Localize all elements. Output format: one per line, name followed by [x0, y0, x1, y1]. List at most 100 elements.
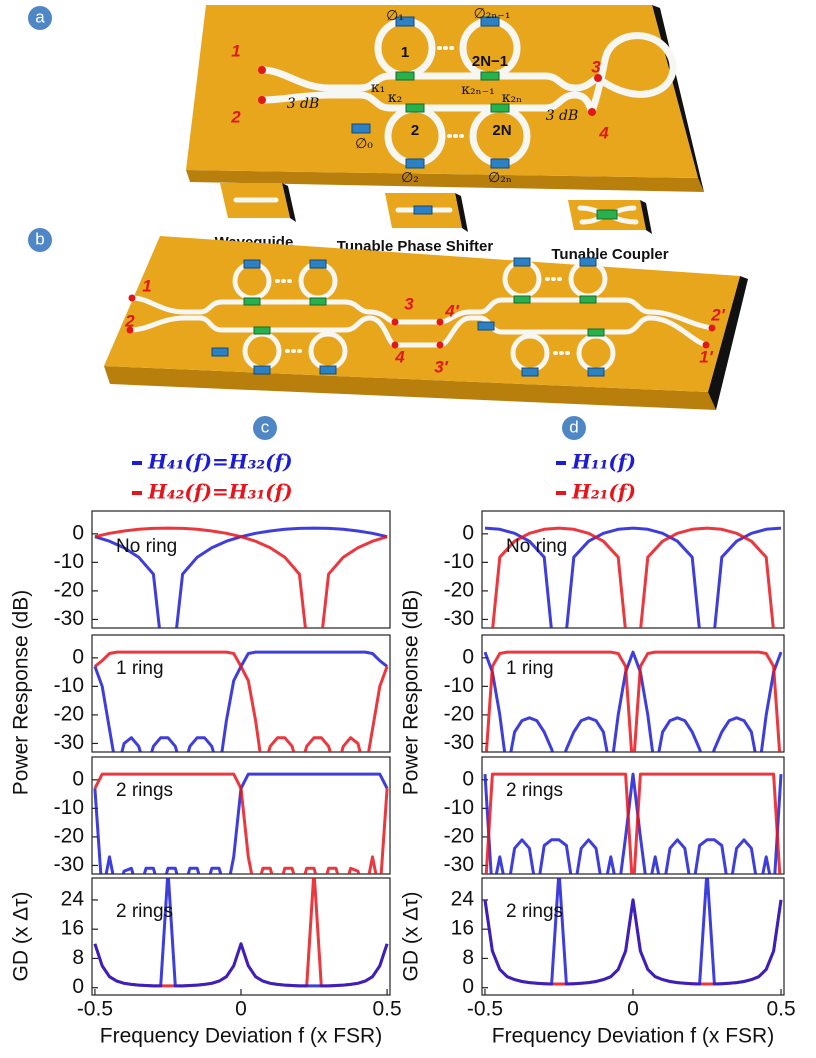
port: [258, 96, 266, 104]
y-tick-label: 16: [61, 917, 84, 940]
phase-shifter: [352, 124, 370, 133]
coupler: [254, 327, 270, 334]
ring-label: 2N: [492, 122, 511, 139]
y-tick-label: -10: [54, 674, 84, 697]
port-label: 4: [394, 347, 405, 366]
port-label: 2: [124, 311, 135, 330]
y-axis-label: Power Response (dB): [400, 590, 423, 795]
y-tick-label: 0: [462, 767, 474, 790]
port-label: 3: [591, 57, 601, 76]
panel-label: d: [569, 417, 578, 436]
phase-shifter: [580, 258, 596, 266]
y-tick-label: 0: [462, 975, 474, 998]
kappa-label: κ₁: [371, 80, 385, 96]
coupler: [597, 210, 617, 219]
y-tick-label: 8: [462, 946, 474, 969]
phase-label: ∅₀: [355, 136, 373, 152]
legend-label: H₂₁(f): [571, 480, 636, 504]
y-tick-label: -10: [444, 674, 474, 697]
ring-label: 2: [411, 122, 419, 139]
ring-label: 1: [401, 44, 409, 61]
panel-label: a: [35, 7, 45, 26]
y-tick-label: 0: [72, 975, 84, 998]
port: [258, 66, 266, 74]
y-tick-label: -10: [444, 550, 474, 573]
phase-shifter: [414, 206, 432, 214]
y-tick-label: -30: [54, 731, 84, 754]
y-tick-label: -20: [444, 578, 474, 601]
x-axis-label: Frequency Deviation f (x FSR): [492, 1025, 774, 1048]
port: [392, 319, 399, 326]
body: {"panel_labels": ["a", "b", "c", "d"], "…: [0, 0, 816, 1053]
phase-shifter: [212, 348, 228, 356]
coupler: [481, 72, 499, 80]
page: body { margin: 0; width: 816px; height: …: [0, 0, 816, 1053]
y-tick-label: 16: [451, 917, 474, 940]
y-tick-label: -20: [54, 578, 84, 601]
port: [437, 342, 444, 349]
y-tick-label: 0: [462, 521, 474, 544]
phase-label: ∅₂: [401, 170, 419, 186]
coupler: [244, 298, 260, 305]
y-tick-label: -20: [54, 702, 84, 725]
legend-label: H₁₁(f): [571, 450, 636, 474]
coupler: [588, 329, 604, 336]
legend-label: H₄₁(f)=H₃₂(f): [147, 450, 293, 474]
panel-label: b: [35, 229, 44, 248]
x-tick-label: 0.5: [766, 998, 795, 1021]
coupler: [310, 298, 326, 305]
phase-shifter: [254, 366, 270, 374]
panel-annotation: 1 ring: [116, 658, 164, 679]
port-label: 4′: [444, 301, 459, 320]
y-tick-label: 0: [462, 645, 474, 668]
y-tick-label: -30: [444, 853, 474, 876]
phase-shifter: [522, 368, 538, 376]
phase-label: ∅₂ₙ: [488, 170, 512, 186]
y-tick-label: -30: [444, 731, 474, 754]
phase-shifter: [588, 368, 604, 376]
panel-annotation: 2 rings: [506, 901, 563, 922]
panel-annotation: 2 rings: [116, 780, 173, 801]
panel-annotation: No ring: [116, 536, 177, 557]
port: [588, 108, 596, 116]
component-label: Tunable Coupler: [551, 246, 668, 263]
port-label: 3′: [434, 357, 448, 376]
y-tick-label: -30: [54, 853, 84, 876]
x-tick-label: 0: [627, 998, 639, 1021]
y-axis-label: GD (x Δτ): [10, 892, 33, 982]
phase-label: ∅₁: [386, 8, 404, 24]
port-label: 1′: [699, 347, 713, 366]
kappa-label: κ₂: [388, 90, 402, 106]
panel-annotation: No ring: [506, 536, 567, 557]
y-tick-label: -10: [444, 796, 474, 819]
y-tick-label: 24: [451, 887, 475, 910]
y-tick-label: -30: [444, 607, 474, 630]
legend-label: H₄₂(f)=H₃₁(f): [147, 480, 293, 504]
phase-shifter: [320, 366, 336, 374]
x-tick-label: 0: [235, 998, 247, 1021]
y-tick-label: -30: [54, 607, 84, 630]
x-tick-label: -0.5: [467, 998, 503, 1021]
port: [437, 319, 444, 326]
port: [129, 295, 136, 302]
phase-shifter: [244, 260, 260, 268]
port-label: 2′: [710, 305, 725, 324]
port-label: 4: [598, 123, 609, 142]
y-tick-label: 0: [72, 521, 84, 544]
y-tick-label: -10: [54, 796, 84, 819]
x-tick-label: -0.5: [77, 998, 113, 1021]
kappa-label: κ₂ₙ: [502, 90, 522, 106]
y-tick-label: 8: [72, 946, 84, 969]
port-label: 1: [142, 276, 151, 295]
figure: a 1 2 3 4 3 dB 3 dB 1 2N−1 2 2N ∅₁ ∅₂ₙ₋₁…: [0, 0, 816, 1053]
port-label: 3: [404, 294, 414, 313]
y-tick-label: -20: [444, 824, 474, 847]
phase-shifter: [310, 260, 326, 268]
y-tick-label: 0: [72, 767, 84, 790]
coupler: [580, 296, 596, 303]
phase-shifter: [514, 258, 530, 266]
port-label: 1: [231, 41, 240, 60]
plot-frame: [92, 878, 390, 995]
panel-annotation: 2 rings: [116, 901, 173, 922]
coupler-label: 3 dB: [287, 96, 320, 112]
